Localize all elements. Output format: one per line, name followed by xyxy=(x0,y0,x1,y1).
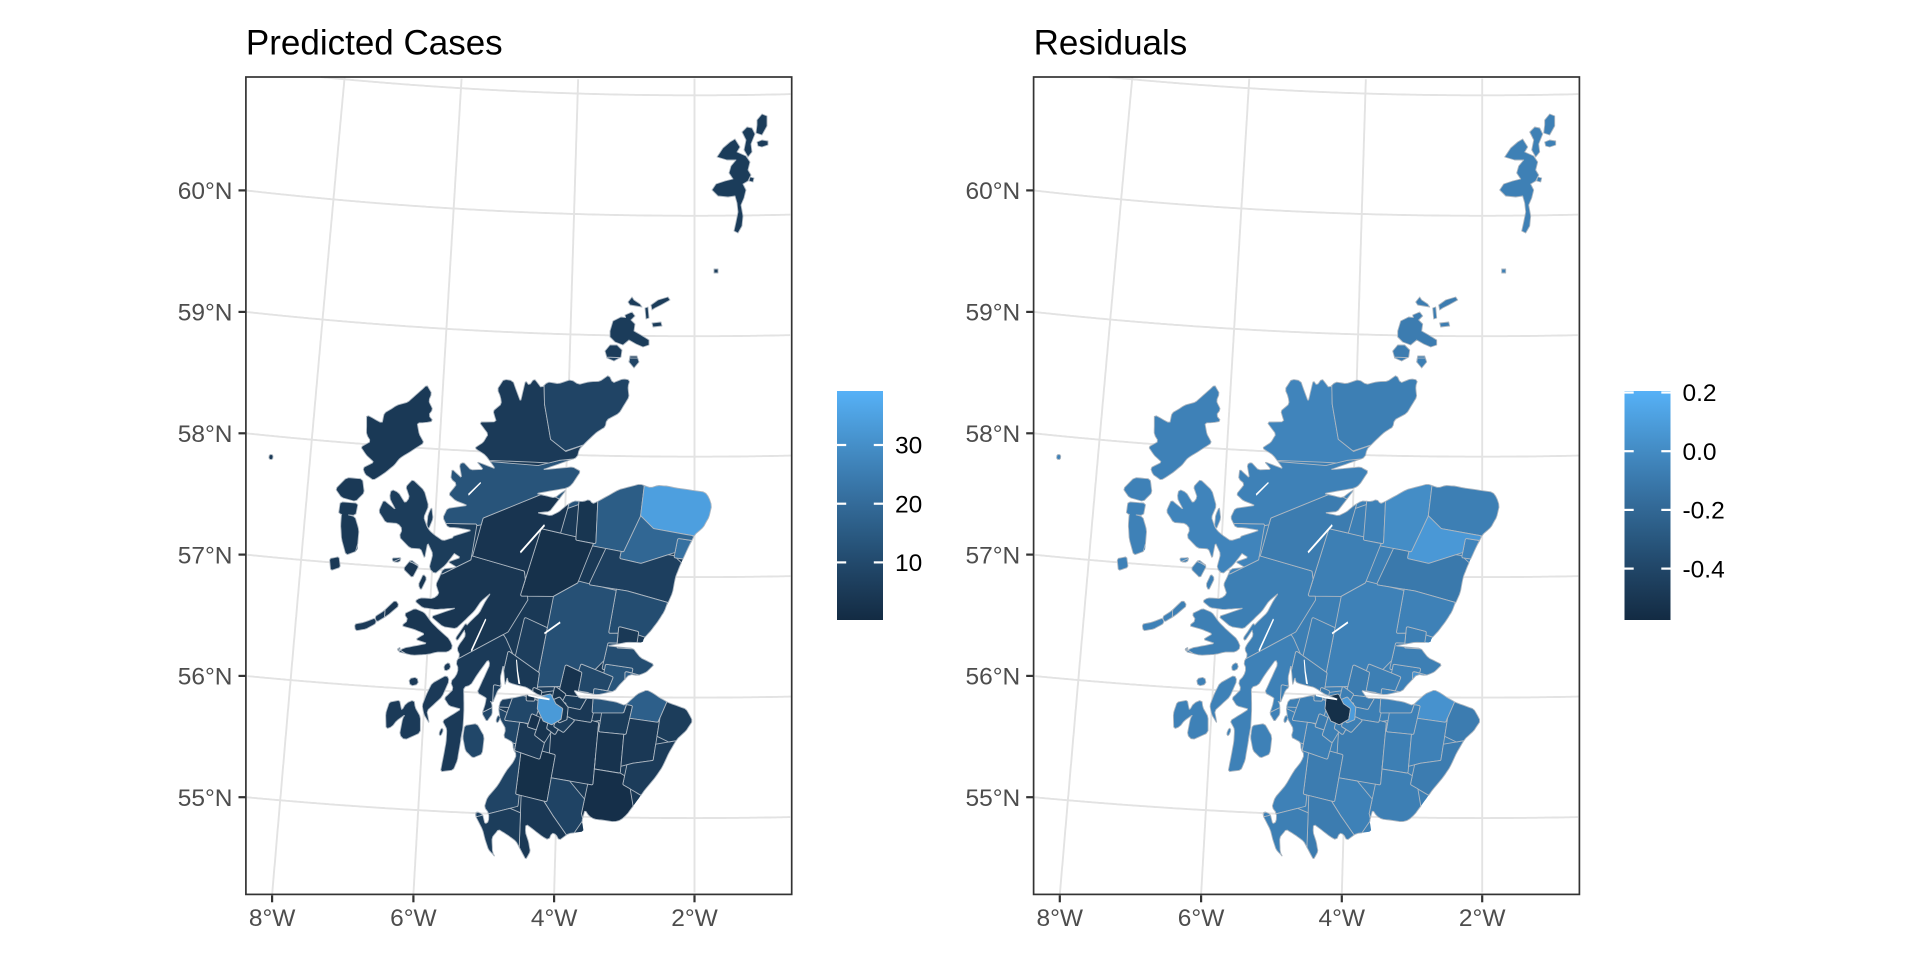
svg-text:56°N: 56°N xyxy=(178,664,233,691)
svg-text:-0.4: -0.4 xyxy=(1683,556,1725,583)
svg-text:Predicted Cases: Predicted Cases xyxy=(246,24,503,63)
svg-text:8°W: 8°W xyxy=(1037,905,1084,932)
svg-text:10: 10 xyxy=(895,550,922,577)
svg-text:30: 30 xyxy=(895,433,922,460)
svg-text:8°W: 8°W xyxy=(249,905,296,932)
svg-text:58°N: 58°N xyxy=(965,421,1020,448)
svg-text:4°W: 4°W xyxy=(1319,905,1366,932)
svg-text:55°N: 55°N xyxy=(965,785,1020,812)
svg-text:4°W: 4°W xyxy=(531,905,578,932)
svg-text:-0.2: -0.2 xyxy=(1683,498,1725,525)
svg-text:55°N: 55°N xyxy=(178,785,233,812)
svg-text:2°W: 2°W xyxy=(671,905,718,932)
svg-text:59°N: 59°N xyxy=(178,300,233,327)
svg-text:Residuals: Residuals xyxy=(1034,24,1188,63)
svg-text:58°N: 58°N xyxy=(178,421,233,448)
svg-text:60°N: 60°N xyxy=(965,178,1020,205)
svg-text:56°N: 56°N xyxy=(965,664,1020,691)
svg-text:60°N: 60°N xyxy=(178,178,233,205)
svg-text:57°N: 57°N xyxy=(965,542,1020,569)
svg-text:57°N: 57°N xyxy=(178,542,233,569)
svg-text:6°W: 6°W xyxy=(390,905,437,932)
svg-text:59°N: 59°N xyxy=(965,300,1020,327)
svg-text:0.0: 0.0 xyxy=(1683,439,1717,466)
svg-text:2°W: 2°W xyxy=(1459,905,1506,932)
svg-text:20: 20 xyxy=(895,491,922,518)
svg-text:6°W: 6°W xyxy=(1178,905,1225,932)
svg-text:0.2: 0.2 xyxy=(1683,380,1717,407)
